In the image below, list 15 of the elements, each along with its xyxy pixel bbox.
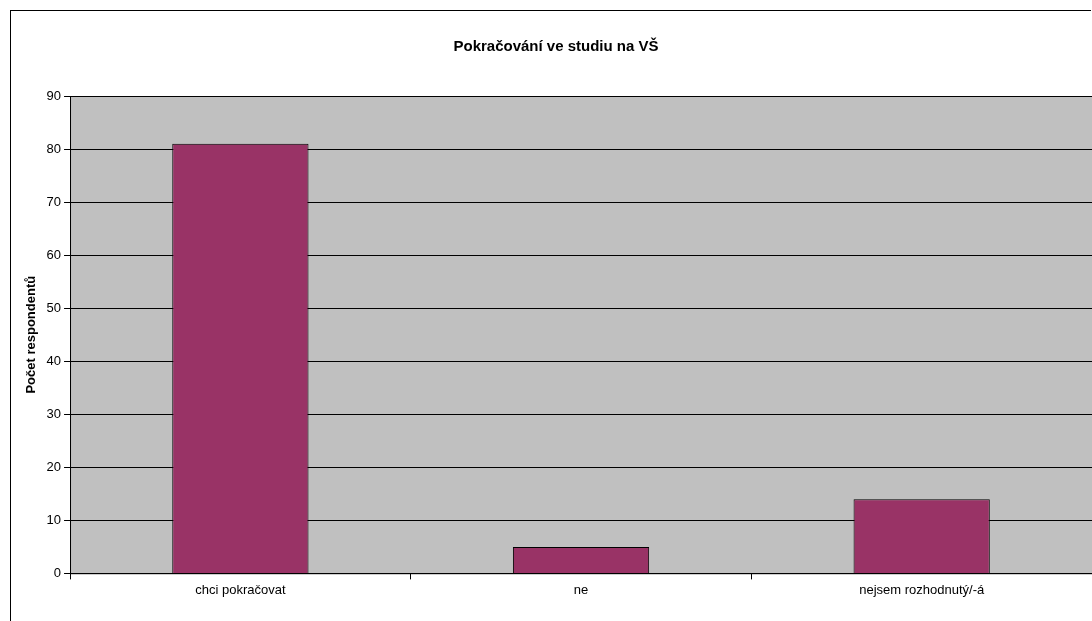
y-tick-label: 70	[46, 193, 62, 209]
y-tick-label: 20	[46, 458, 62, 474]
y-tick-label: 10	[46, 511, 62, 527]
y-tick-label: 0	[53, 564, 62, 580]
y-tick-label: 80	[46, 140, 62, 156]
y-tick-label: 50	[46, 299, 62, 315]
chart-title: Pokračování ve studiu na VŠ	[453, 37, 659, 55]
y-axis-title: Počet respondentů	[23, 275, 39, 394]
x-tick-label: ne	[573, 581, 589, 597]
y-tick-label: 30	[46, 405, 62, 421]
x-tick-label: chci pokračovat	[195, 581, 286, 597]
y-tick-label: 60	[46, 246, 62, 262]
y-tick-label: 90	[46, 87, 62, 103]
y-tick-label: 40	[46, 352, 62, 368]
x-tick-label: nejsem rozhodnutý/-á	[859, 581, 985, 597]
